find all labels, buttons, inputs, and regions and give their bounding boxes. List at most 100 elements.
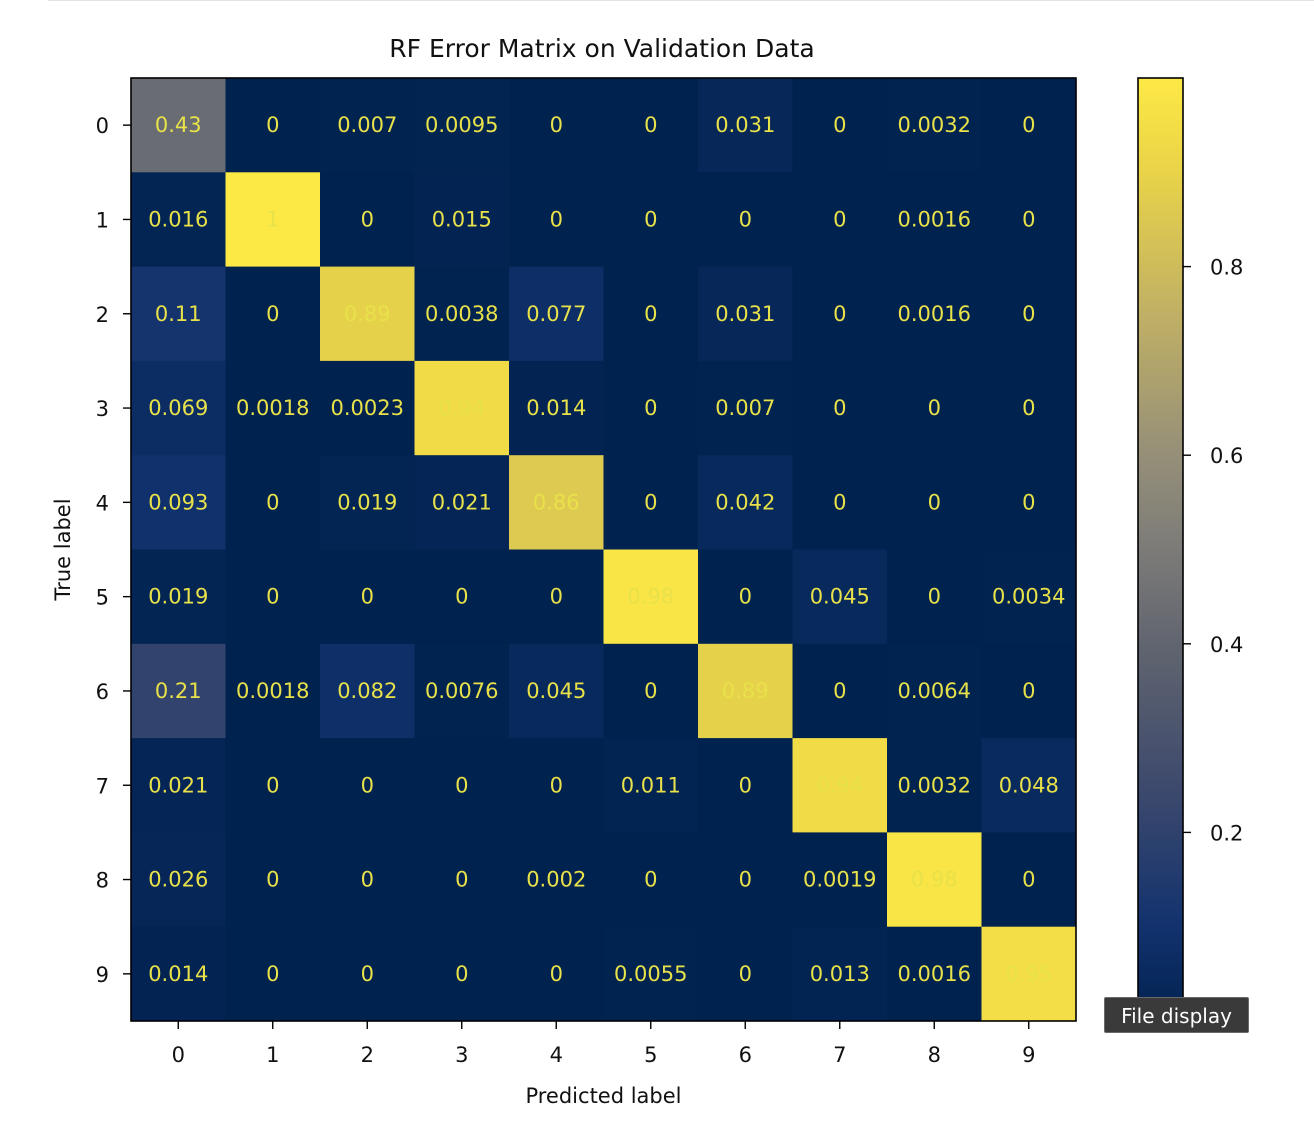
heatmap-cell [698, 455, 793, 550]
cell-value-label: 0.89 [722, 679, 769, 703]
heatmap-cell [981, 926, 1077, 1022]
x-tick-label: 5 [644, 1043, 657, 1067]
cell-value-label: 0 [1022, 396, 1035, 420]
heatmap-cell [887, 926, 982, 1022]
heatmap-cell [509, 738, 604, 833]
cell-value-label: 0 [644, 302, 657, 326]
cell-value-label: 0 [739, 868, 752, 892]
heatmap-cell [225, 926, 321, 1022]
cell-value-label: 0 [644, 396, 657, 420]
cell-value-label: 0.0064 [898, 679, 971, 703]
heatmap-cell [414, 832, 510, 928]
colorbar-tick-label: 0.6 [1210, 444, 1243, 468]
cell-value-label: 0.0055 [614, 962, 687, 986]
heatmap-cell [414, 172, 510, 268]
heatmap-cell [792, 266, 888, 362]
cell-value-label: 0 [1022, 490, 1035, 514]
heatmap-cell [698, 360, 793, 456]
cell-value-label: 0.021 [432, 490, 492, 514]
heatmap-cell [603, 549, 699, 645]
heatmap-cell [131, 926, 226, 1022]
heatmap-cell [320, 78, 415, 173]
heatmap-cell [225, 455, 321, 550]
cell-value-label: 0.43 [155, 113, 202, 137]
cell-value-label: 0.86 [533, 490, 580, 514]
heatmap-cell [131, 266, 226, 362]
heatmap-cell [792, 643, 888, 739]
heatmap-cell [603, 360, 699, 456]
heatmap-cell [603, 78, 699, 173]
x-tick-label: 1 [266, 1043, 279, 1067]
heatmap-cell [981, 172, 1077, 268]
cell-value-label: 0 [550, 585, 563, 609]
cell-value-label: 0 [833, 207, 846, 231]
cell-value-label: 0 [928, 490, 941, 514]
cell-value-label: 0.016 [148, 207, 208, 231]
cell-value-label: 0.045 [810, 585, 870, 609]
cell-value-label: 0 [266, 302, 279, 326]
heatmap-cell [509, 455, 604, 550]
heatmap-cell [225, 78, 321, 173]
y-tick-label: 2 [96, 303, 109, 327]
cell-value-label: 0.013 [810, 962, 870, 986]
cell-value-label: 0.082 [337, 679, 397, 703]
heatmap-cell [981, 266, 1077, 362]
cell-value-label: 0.048 [999, 773, 1059, 797]
y-tick-label: 3 [96, 397, 109, 421]
heatmap-cell [887, 455, 982, 550]
heatmap-cell [414, 360, 510, 456]
cell-value-label: 0 [550, 113, 563, 137]
cell-value-label: 0.98 [627, 585, 674, 609]
cell-value-label: 0 [833, 396, 846, 420]
cell-value-label: 0.95 [1005, 962, 1052, 986]
cell-value-label: 0.0023 [331, 396, 404, 420]
cell-value-label: 0.007 [337, 113, 397, 137]
cell-value-label: 0.045 [526, 679, 586, 703]
heatmap-cell [792, 360, 888, 456]
heatmap-cell [320, 926, 415, 1022]
heatmap-cell [887, 643, 982, 739]
cell-value-label: 0 [550, 962, 563, 986]
heatmap-cell [792, 172, 888, 268]
heatmap-cell [792, 455, 888, 550]
cell-value-label: 0 [739, 773, 752, 797]
heatmap-cell [509, 266, 604, 362]
chart-title: RF Error Matrix on Validation Data [389, 34, 814, 63]
cell-value-label: 0 [266, 868, 279, 892]
heatmap-cell [792, 926, 888, 1022]
cell-value-label: 0 [644, 207, 657, 231]
cell-value-label: 0.94 [438, 396, 485, 420]
cell-value-label: 0 [455, 962, 468, 986]
plot-frame [130, 77, 1077, 1022]
heatmap-cell [131, 738, 226, 833]
heatmap-cell [603, 266, 699, 362]
cell-value-label: 0 [928, 396, 941, 420]
heatmap-cell [698, 78, 793, 173]
cell-value-label: 0.002 [526, 868, 586, 892]
colorbar-tick-label: 0.8 [1210, 256, 1243, 280]
heatmap-cell [509, 832, 604, 928]
cell-value-label: 0.019 [337, 490, 397, 514]
x-tick-label: 7 [833, 1043, 846, 1067]
cell-value-label: 0 [1022, 679, 1035, 703]
heatmap-cell [131, 78, 226, 173]
cell-value-label: 0 [266, 113, 279, 137]
y-tick-label: 1 [96, 208, 109, 232]
heatmap-cell [320, 455, 415, 550]
colorbar-tick-label: 0.4 [1210, 633, 1243, 657]
y-tick-label: 0 [96, 114, 109, 138]
heatmap-cell [320, 643, 415, 739]
y-tick-label: 6 [96, 680, 109, 704]
heatmap-cell [887, 549, 982, 645]
top-divider [48, 0, 1314, 1]
cell-value-label: 0.014 [148, 962, 208, 986]
heatmap-cell [603, 738, 699, 833]
y-tick-label: 8 [96, 869, 109, 893]
heatmap-cell [414, 926, 510, 1022]
cell-value-label: 0.0032 [898, 773, 971, 797]
cell-value-label: 0.093 [148, 490, 208, 514]
heatmap-cell [414, 455, 510, 550]
cell-value-label: 0 [644, 679, 657, 703]
y-axis-label: True label [51, 498, 75, 601]
